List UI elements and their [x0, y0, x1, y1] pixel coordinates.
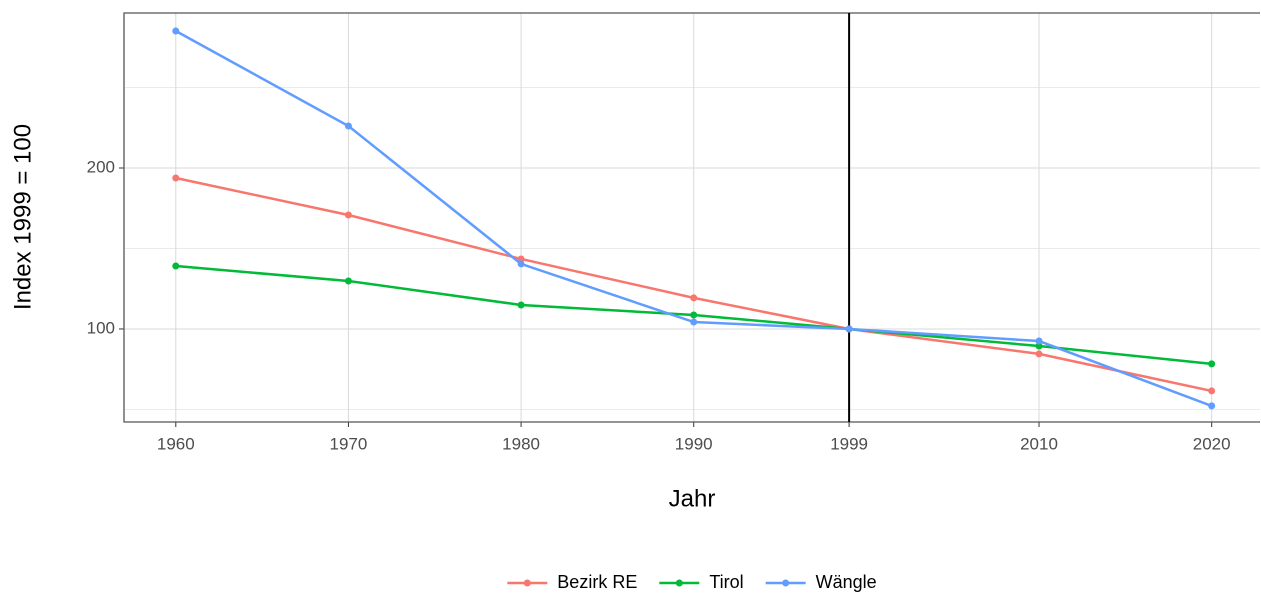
data-point [344, 122, 352, 130]
data-point [845, 325, 853, 333]
data-point [172, 27, 180, 35]
legend: Bezirk RE Tirol Wängle [507, 572, 877, 592]
legend-label: Tirol [709, 572, 743, 592]
legend-item: Bezirk RE [507, 572, 637, 592]
data-point [1035, 337, 1043, 345]
data-point [517, 301, 525, 309]
y-tick-label: 200 [87, 157, 115, 176]
data-point [344, 277, 352, 285]
data-point [344, 211, 352, 219]
data-point [517, 260, 525, 268]
x-tick-label: 2020 [1193, 434, 1231, 453]
legend-dot [675, 579, 683, 587]
data-point [1208, 360, 1216, 368]
data-point [690, 311, 698, 319]
legend-dot [523, 579, 531, 587]
x-tick-label: 1970 [330, 434, 368, 453]
data-point [690, 294, 698, 302]
data-point [172, 262, 180, 270]
legend-label: Wängle [816, 572, 877, 592]
data-point [1208, 402, 1216, 410]
data-point [1035, 350, 1043, 358]
data-point [690, 318, 698, 326]
panel-border [123, 12, 1260, 423]
legend-label: Bezirk RE [557, 572, 637, 592]
x-tick-label: 1980 [502, 434, 540, 453]
x-tick-label: 1990 [675, 434, 713, 453]
legend-dot [782, 579, 790, 587]
y-tick-label: 100 [87, 318, 115, 337]
legend-item: Wängle [765, 572, 877, 592]
legend-item: Tirol [659, 572, 744, 592]
data-point [517, 255, 525, 263]
data-point [1035, 342, 1043, 350]
y-axis-title: Index 1999 = 100 [9, 124, 36, 310]
data-point [172, 174, 180, 182]
data-point [1208, 387, 1216, 395]
x-tick-label: 1960 [157, 434, 195, 453]
x-axis-title: Jahr [669, 485, 716, 512]
x-tick-label: 1999 [830, 434, 868, 453]
x-tick-label: 2010 [1020, 434, 1058, 453]
